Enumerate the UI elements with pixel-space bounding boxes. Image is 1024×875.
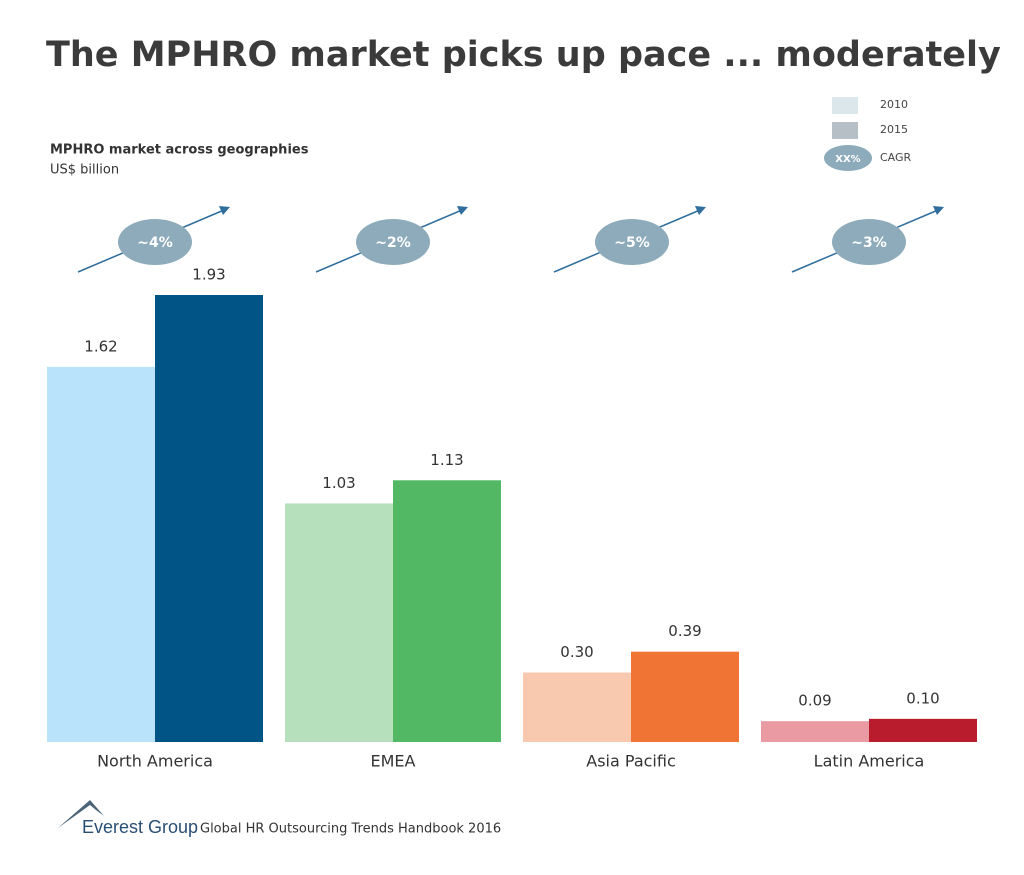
legend-label: 2015 <box>880 123 908 136</box>
bar <box>155 295 263 742</box>
footer-brand: Everest Group <box>82 817 198 837</box>
bar <box>285 503 393 742</box>
cagr-arrowhead <box>219 206 230 215</box>
x-tick-label: North America <box>97 752 213 771</box>
value-label: 1.62 <box>84 337 117 355</box>
cagr-label: ~3% <box>851 235 887 251</box>
cagr-arrowhead <box>695 206 706 215</box>
bar <box>393 480 501 742</box>
value-label: 1.93 <box>192 266 225 284</box>
cagr-bubble <box>832 219 906 265</box>
x-tick-label: Latin America <box>814 752 925 771</box>
legend-swatch <box>832 97 858 114</box>
cagr-bubble <box>595 219 669 265</box>
bar <box>47 366 155 742</box>
cagr-label: ~4% <box>137 235 173 251</box>
footer-source: Global HR Outsourcing Trends Handbook 20… <box>200 822 501 837</box>
value-label: 1.03 <box>322 474 355 492</box>
unit-label: US$ billion <box>50 163 119 178</box>
cagr-bubble <box>356 219 430 265</box>
value-label: 0.09 <box>798 692 831 710</box>
value-label: 0.10 <box>906 689 939 707</box>
legend-cagr-label: CAGR <box>880 151 912 164</box>
cagr-arrowhead <box>933 206 944 215</box>
bar <box>523 672 631 742</box>
chart-title: The MPHRO market picks up pace ... moder… <box>46 35 1001 75</box>
legend-label: 2010 <box>880 98 908 111</box>
cagr-label: ~2% <box>375 235 411 251</box>
cagr-bubble <box>118 219 192 265</box>
cagr-label: ~5% <box>614 235 650 251</box>
value-label: 1.13 <box>430 451 463 469</box>
bar <box>869 718 977 742</box>
x-tick-label: EMEA <box>371 752 416 771</box>
value-label: 0.30 <box>560 643 593 661</box>
bar <box>761 721 869 742</box>
legend-cagr-text: XX% <box>835 154 860 165</box>
x-tick-label: Asia Pacific <box>586 752 675 771</box>
legend-cagr-symbol <box>824 145 872 171</box>
bar <box>631 651 739 742</box>
logo-mark <box>58 800 104 828</box>
legend-swatch <box>832 122 858 139</box>
value-label: 0.39 <box>668 622 701 640</box>
chart-subtitle: MPHRO market across geographies <box>50 143 309 158</box>
cagr-arrowhead <box>457 206 468 215</box>
